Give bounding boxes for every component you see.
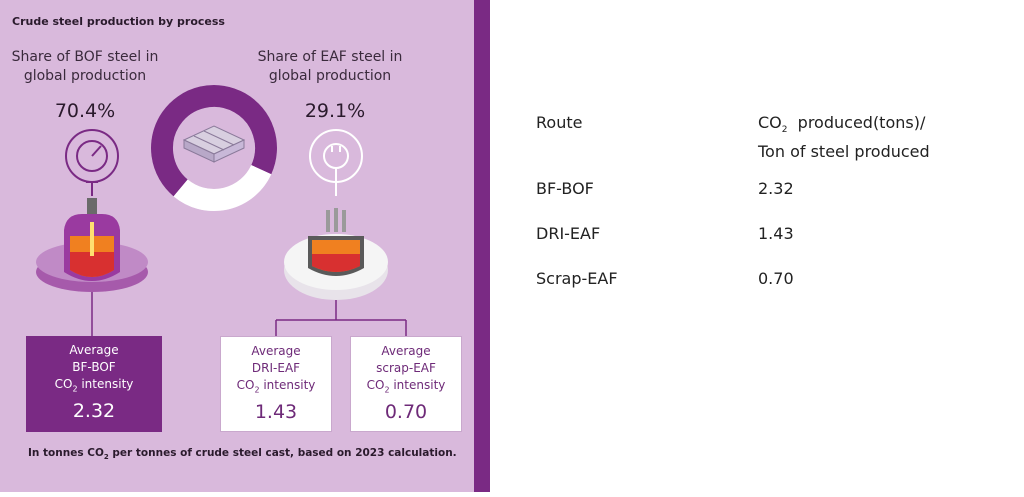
share-donut (151, 85, 277, 211)
bof-share-label-text: Share of BOF steel in global production (11, 49, 159, 84)
table-header-co2-prefix: CO (758, 113, 782, 132)
table-row-value: 2.32 (758, 179, 794, 198)
bof-share-value: 70.4% (54, 100, 116, 122)
bf-bof-box-line-2: BF-BOF (72, 360, 116, 374)
scrap-eaf-intensity-box: Average scrap-EAF CO2 intensity 0.70 (350, 336, 462, 432)
eaf-share-label: Share of EAF steel in global production (250, 48, 410, 86)
table-header-co2-rest: produced(tons)/ (787, 113, 926, 132)
table-row-route: DRI-EAF (536, 224, 601, 243)
eaf-share-value: 29.1% (304, 100, 366, 122)
donut-slice-eaf (173, 164, 272, 211)
steel-slab-icon (182, 125, 246, 163)
table-row-value: 1.43 (758, 224, 794, 243)
dri-eaf-intensity-value: 1.43 (254, 401, 298, 424)
scrap-eaf-intensity-value: 0.70 (384, 401, 428, 424)
box-connector-lines (91, 292, 407, 336)
table-row-value: 0.70 (758, 269, 794, 288)
scrap-eaf-box-line-3: CO2 intensity (366, 378, 446, 395)
scrap-eaf-box-line-2: scrap-EAF (376, 361, 436, 375)
dri-eaf-box-line-1: Average (251, 344, 301, 358)
table-header-route: Route (536, 113, 583, 132)
infographic-title: Crude steel production by process (12, 15, 225, 28)
scrap-eaf-box-line-1: Average (381, 344, 431, 358)
electric-plug-icon (309, 129, 363, 196)
donut-slice-bof (151, 85, 277, 197)
table-header-co2-line2: Ton of steel produced (758, 142, 930, 162)
bf-bof-box-line-1: Average (69, 343, 119, 357)
infographic-edge-strip (474, 0, 490, 492)
table-row-route: Scrap-EAF (536, 269, 618, 288)
infographic-art (36, 85, 407, 336)
footnote: In tonnes CO2 per tonnes of crude steel … (28, 447, 457, 462)
bf-bof-box-line-3: CO2 intensity (54, 377, 134, 394)
eaf-share-label-text: Share of EAF steel in global production (257, 49, 403, 84)
table-header-co2: CO2 produced(tons)/ Ton of steel produce… (758, 112, 930, 163)
bf-bof-intensity-value: 2.32 (72, 400, 116, 423)
bf-bof-intensity-box: Average BF-BOF CO2 intensity 2.32 (26, 336, 162, 432)
dri-eaf-box-line-2: DRI-EAF (251, 361, 301, 375)
table-row-route: BF-BOF (536, 179, 594, 198)
bof-furnace-icon (36, 198, 148, 292)
dri-eaf-intensity-box: Average DRI-EAF CO2 intensity 1.43 (220, 336, 332, 432)
eaf-furnace-icon (284, 208, 388, 300)
pressure-gauge-icon (65, 129, 119, 196)
dri-eaf-box-line-3: CO2 intensity (236, 378, 316, 395)
bof-share-label: Share of BOF steel in global production (10, 48, 160, 86)
table-header-co2-sub: 2 (781, 125, 788, 136)
